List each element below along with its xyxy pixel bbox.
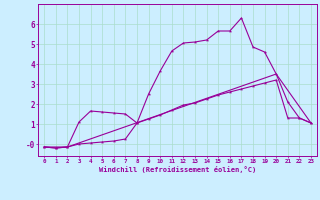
X-axis label: Windchill (Refroidissement éolien,°C): Windchill (Refroidissement éolien,°C): [99, 166, 256, 173]
